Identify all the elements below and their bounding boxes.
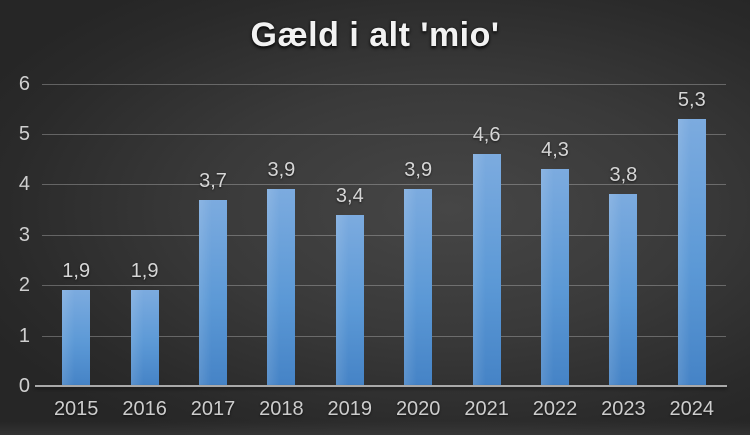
y-axis-label: 0 [18, 375, 30, 397]
bar-value-label: 5,3 [677, 88, 706, 111]
bar-value-label: 3,8 [609, 164, 638, 187]
bar [677, 118, 706, 386]
x-axis-label: 2021 [464, 398, 509, 420]
gridline [42, 83, 726, 85]
bar [130, 290, 159, 386]
bar [472, 154, 501, 386]
bar-value-label: 1,9 [62, 260, 91, 283]
y-axis-label: 2 [18, 274, 30, 297]
x-axis-label: 2024 [669, 398, 715, 420]
gridline [42, 134, 726, 135]
bar [199, 199, 227, 386]
bar [404, 189, 433, 386]
y-axis-label: 6 [18, 72, 30, 95]
x-axis-label: 2018 [259, 398, 304, 420]
gridline [42, 184, 726, 186]
gridline [42, 335, 726, 337]
y-axis-label: 1 [18, 324, 30, 347]
x-axis-label: 2017 [190, 398, 236, 420]
bar-value-label: 3,4 [335, 184, 364, 207]
bar-value-label: 4,3 [541, 139, 569, 162]
x-axis-label: 2015 [53, 398, 99, 420]
x-axis-label: 2022 [532, 398, 578, 420]
bar-value-label: 3,7 [199, 169, 227, 192]
gridline [42, 285, 726, 287]
chart-title: Gæld i alt 'mio' [250, 16, 500, 54]
y-axis-label: 3 [18, 223, 30, 246]
x-axis-line [35, 385, 727, 387]
bar-value-label: 1,9 [130, 260, 159, 283]
bar [62, 290, 91, 386]
x-axis-label: 2020 [395, 398, 441, 420]
bar-value-label: 3,9 [267, 159, 296, 182]
y-axis-label: 4 [18, 173, 30, 196]
bar-value-label: 3,9 [404, 159, 433, 182]
x-axis-label: 2023 [601, 398, 646, 420]
x-axis-label: 2019 [327, 398, 373, 420]
bar [335, 214, 364, 386]
y-axis-label: 5 [18, 123, 30, 145]
gridline [42, 234, 726, 236]
bar [267, 189, 296, 386]
bar [609, 194, 638, 386]
x-axis-label: 2016 [122, 398, 167, 420]
bar [541, 169, 569, 386]
bar-value-label: 4,6 [472, 124, 501, 147]
